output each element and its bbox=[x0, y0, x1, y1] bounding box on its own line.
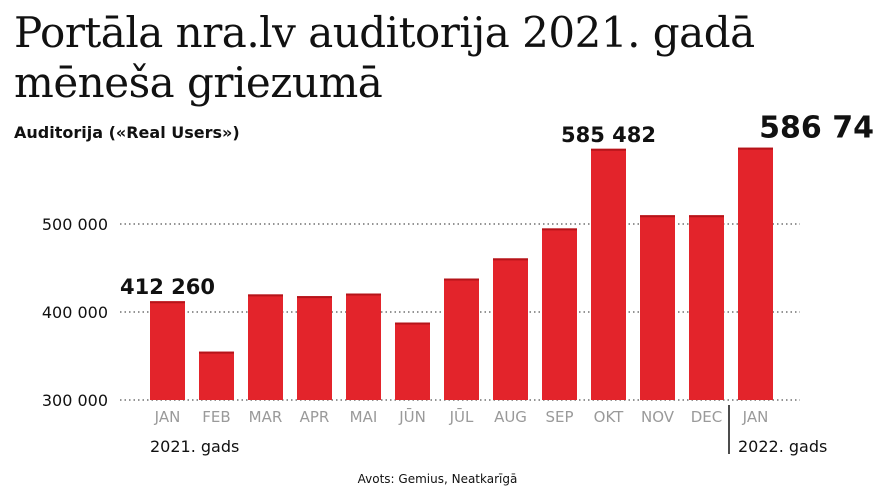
x-tick-label: JAN bbox=[154, 408, 181, 426]
y-tick-label: 500 000 bbox=[42, 215, 108, 234]
value-label: 585 482 bbox=[561, 123, 656, 147]
bar bbox=[591, 148, 626, 400]
x-tick-label: JŪN bbox=[398, 407, 426, 426]
y-axis-tick-labels: 300 000 400 000 500 000 bbox=[42, 215, 108, 410]
bar bbox=[738, 147, 773, 400]
bar bbox=[248, 294, 283, 400]
bar bbox=[542, 228, 577, 400]
x-tick-label: FEB bbox=[202, 408, 230, 426]
year-label-2021: 2021. gads bbox=[150, 437, 239, 456]
x-tick-label: NOV bbox=[641, 408, 675, 426]
y-tick-label: 300 000 bbox=[42, 391, 108, 410]
x-tick-label: JAN bbox=[742, 408, 769, 426]
bar bbox=[199, 351, 234, 400]
x-tick-label: JŪL bbox=[449, 407, 474, 426]
x-axis-tick-labels: JAN FEB MAR APR MAI JŪN JŪL AUG SEP OKT NOV DEC JAN bbox=[154, 407, 769, 426]
bar bbox=[640, 215, 675, 400]
bar bbox=[493, 258, 528, 400]
x-tick-label: MAR bbox=[249, 408, 283, 426]
x-tick-label: AUG bbox=[494, 408, 527, 426]
chart-title-line-1: Portāla nra.lv auditorija 2021. gadā bbox=[14, 8, 755, 57]
x-tick-label: DEC bbox=[691, 408, 723, 426]
bars bbox=[150, 147, 773, 400]
value-label: 412 260 bbox=[120, 275, 215, 299]
x-tick-label: OKT bbox=[594, 408, 624, 426]
year-label-2022: 2022. gads bbox=[738, 437, 827, 456]
bar bbox=[444, 278, 479, 400]
bar bbox=[689, 215, 724, 400]
source-note: Avots: Gemius, Neatkarīgā bbox=[357, 472, 518, 486]
value-annotations: 412 260 585 482 586 743 bbox=[120, 111, 875, 300]
x-tick-label: MAI bbox=[350, 408, 378, 426]
x-tick-label: SEP bbox=[545, 408, 573, 426]
y-axis-label: Auditorija («Real Users») bbox=[14, 123, 240, 142]
bar bbox=[150, 301, 185, 400]
x-tick-label: APR bbox=[300, 408, 330, 426]
bar bbox=[395, 322, 430, 400]
value-label: 586 743 bbox=[759, 111, 875, 146]
y-tick-label: 400 000 bbox=[42, 303, 108, 322]
bar bbox=[297, 296, 332, 400]
chart-title: Portāla nra.lv auditorija 2021. gadā mēn… bbox=[14, 8, 864, 108]
chart-title-line-2: mēneša griezumā bbox=[14, 58, 383, 107]
bar bbox=[346, 293, 381, 400]
